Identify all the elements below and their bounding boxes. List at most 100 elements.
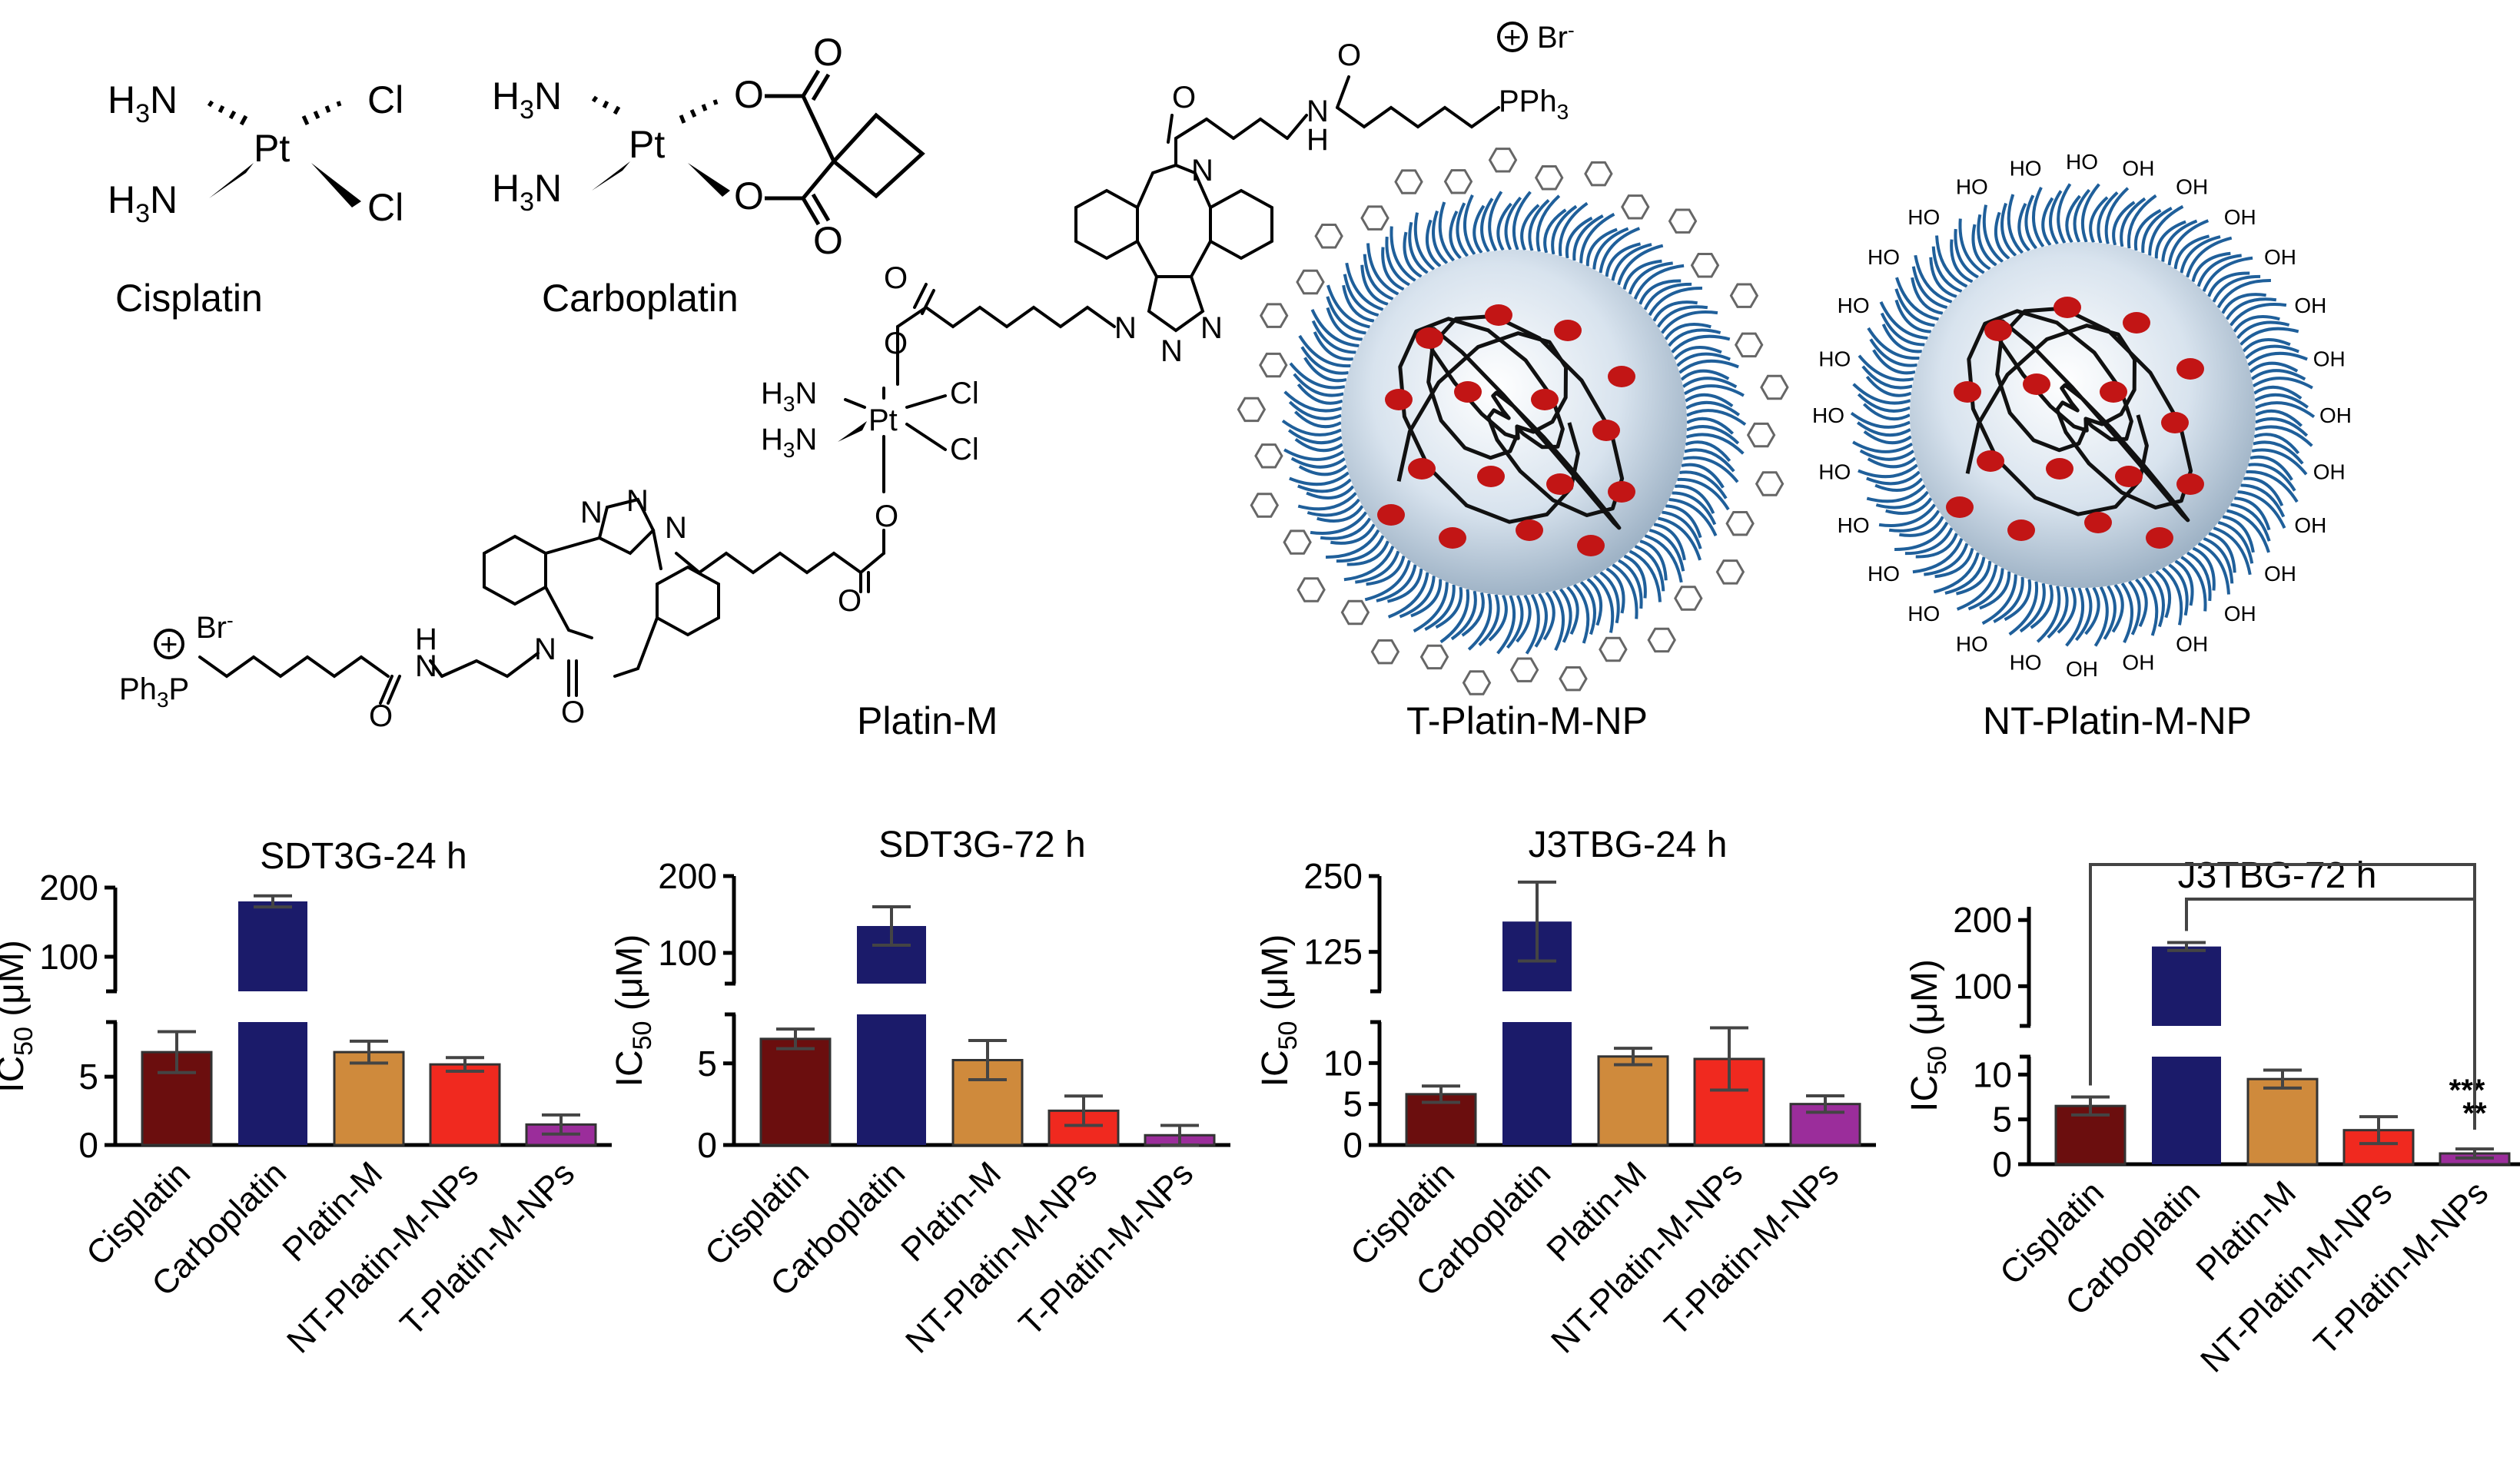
polymer-brush <box>1623 554 1647 599</box>
significance-label: ** <box>2462 1097 2487 1130</box>
polymer-brush <box>1888 509 1941 533</box>
y-tick-label: 200 <box>658 856 717 896</box>
svg-text:N: N <box>1200 311 1223 345</box>
svg-text:O: O <box>813 31 843 74</box>
polymer-brush <box>2226 509 2270 553</box>
polymer-brush <box>1586 577 1603 626</box>
oh-group: HO <box>1838 294 1870 317</box>
polymer-brush <box>2191 251 2231 283</box>
polymer-brush <box>1385 236 1410 287</box>
platin-m-label: Platin-M <box>857 699 998 742</box>
oh-group: OH <box>2319 403 2352 427</box>
polymer-brush <box>1366 555 1406 586</box>
tpp-group <box>1259 352 1288 378</box>
polymer-brush <box>1677 477 1730 511</box>
polymer-brush <box>1478 594 1500 646</box>
svg-text:H3N: H3N <box>108 178 178 228</box>
polymer-brush <box>1933 552 1980 594</box>
polymer-brush <box>1862 403 1911 421</box>
svg-text:Pt: Pt <box>629 123 665 166</box>
polymer-brush <box>2245 344 2299 360</box>
polymer-brush <box>1685 433 1745 455</box>
bar-carboplatin-lower <box>857 1014 926 1145</box>
oh-group: HO <box>2066 150 2098 174</box>
polymer-brush <box>1389 226 1416 282</box>
polymer-brush <box>1671 334 1731 353</box>
significance-bracket <box>2185 898 2476 1130</box>
drug-dot <box>1377 504 1405 526</box>
svg-text:N: N <box>580 496 603 529</box>
polymer-brush <box>1867 456 1917 469</box>
y-tick-label: 0 <box>1343 1125 1363 1165</box>
drug-dot <box>1954 381 1981 403</box>
oh-group: HO <box>1956 632 1988 656</box>
polymer-brush <box>1639 539 1668 581</box>
polymer-brush <box>1504 196 1522 251</box>
polymer-brush <box>1310 309 1360 347</box>
svg-text:+: + <box>1503 21 1521 55</box>
polymer-brush <box>1360 264 1389 306</box>
tpp-group <box>1340 599 1370 626</box>
tpp-group <box>1297 577 1326 602</box>
polymer-brush <box>1449 210 1462 260</box>
oh-group: HO <box>1812 403 1844 427</box>
polymer-brush <box>2148 573 2165 628</box>
polymer-brush <box>2154 220 2186 259</box>
polymer-brush <box>1652 300 1698 322</box>
polymer-brush <box>1543 208 1567 254</box>
svg-text:H3N: H3N <box>108 78 178 128</box>
polymer-brush <box>2180 235 2221 274</box>
drug-dot <box>2084 512 2112 533</box>
polymer-brush <box>1931 246 1963 294</box>
polymer-brush <box>1488 191 1503 252</box>
polymer-brush <box>1867 327 1920 360</box>
polymer-brush <box>1306 485 1355 500</box>
polymer-brush <box>1915 533 1958 559</box>
drug-dot <box>1592 420 1620 441</box>
svg-text:O: O <box>369 699 393 733</box>
polymer-brush <box>1342 284 1375 323</box>
y-tick-label: 125 <box>1303 932 1363 972</box>
polymer-brush <box>1894 521 1949 551</box>
polymer-brush <box>1682 377 1738 389</box>
polymer-brush <box>1293 410 1342 429</box>
drug-dot <box>1946 496 1974 518</box>
polymer-brush <box>1852 383 1911 405</box>
oh-group: OH <box>2122 651 2154 675</box>
tpp-group <box>1599 636 1628 662</box>
polymer-brush <box>1894 299 1931 334</box>
oh-group: HO <box>2010 651 2042 675</box>
oh-group: OH <box>2176 175 2208 199</box>
y-tick-label: 5 <box>697 1044 717 1084</box>
drug-dot <box>2161 412 2189 433</box>
polymer-brush <box>1306 498 1361 517</box>
drug-dot <box>1485 304 1512 326</box>
polymer-brush <box>1857 393 1911 413</box>
polymer-brush <box>2120 582 2133 643</box>
polymer-brush <box>1863 430 1912 445</box>
polymer-brush <box>1656 305 1708 328</box>
tpp-group <box>1690 253 1720 278</box>
polymer-brush <box>1911 266 1948 310</box>
polymer-brush <box>2213 526 2252 576</box>
polymer-brush <box>1675 484 1715 514</box>
polymer-brush <box>2174 559 2194 606</box>
svg-text:Cl: Cl <box>950 433 979 466</box>
polymer-brush <box>2049 190 2063 245</box>
polymer-brush <box>1512 191 1532 251</box>
polymer-brush <box>2236 320 2290 340</box>
polymer-brush <box>1682 456 1739 483</box>
drug-dot <box>2100 381 2127 403</box>
svg-text:N: N <box>665 511 687 545</box>
polymer-brush <box>1982 204 2004 264</box>
polymer-brush <box>1874 477 1924 492</box>
y-axis-label: IC50 (μM) <box>609 934 657 1087</box>
polymer-brush <box>1628 261 1673 295</box>
polymer-brush <box>1658 516 1702 561</box>
polymer-brush <box>1633 264 1685 300</box>
polymer-brush <box>1683 384 1745 397</box>
polymer-brush <box>1456 202 1469 257</box>
oh-group: OH <box>2122 156 2154 180</box>
polymer-brush <box>2251 448 2308 476</box>
tpp-group <box>1462 670 1492 695</box>
